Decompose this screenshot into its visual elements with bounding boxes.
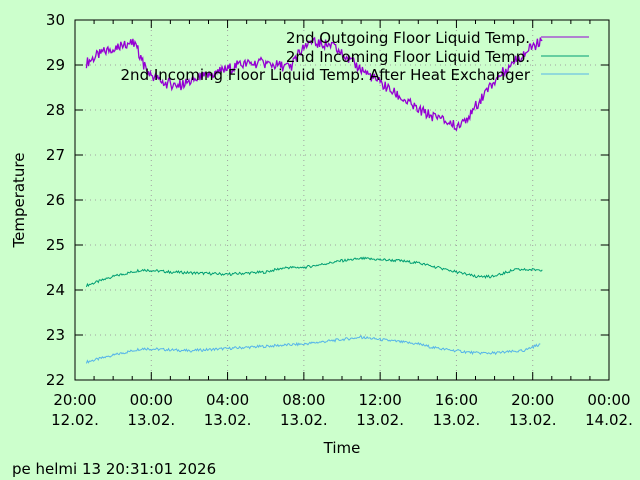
x-axis-label: Time xyxy=(323,439,361,457)
series-line-2 xyxy=(85,335,541,364)
x-tick-label-date: 13.02. xyxy=(356,411,404,429)
y-tick-label: 27 xyxy=(46,146,65,164)
x-tick-label-date: 13.02. xyxy=(204,411,252,429)
y-tick-label: 29 xyxy=(46,56,65,74)
y-tick-label: 26 xyxy=(46,191,65,209)
y-tick-label: 23 xyxy=(46,326,65,344)
legend-label: 2nd Outgoing Floor Liquid Temp. xyxy=(286,29,530,47)
x-tick-label-time: 20:00 xyxy=(511,391,554,409)
y-tick-label: 25 xyxy=(46,236,65,254)
x-tick-label-date: 12.02. xyxy=(51,411,99,429)
x-tick-label-date: 13.02. xyxy=(433,411,481,429)
series-line-1 xyxy=(85,256,543,288)
x-tick-label-date: 14.02. xyxy=(585,411,633,429)
legend-label: 2nd Incoming Floor Liquid Temp. After He… xyxy=(121,66,531,84)
y-tick-label: 22 xyxy=(46,371,65,389)
timestamp-footer: pe helmi 13 20:31:01 2026 xyxy=(12,460,217,478)
legend-label: 2nd Incoming Floor Liquid Temp. xyxy=(286,48,530,66)
x-tick-label-time: 08:00 xyxy=(282,391,325,409)
x-tick-label-time: 20:00 xyxy=(53,391,96,409)
x-tick-label-time: 12:00 xyxy=(359,391,402,409)
y-tick-label: 24 xyxy=(46,281,65,299)
x-tick-label-time: 04:00 xyxy=(206,391,249,409)
x-tick-label-date: 13.02. xyxy=(127,411,175,429)
x-tick-label-time: 00:00 xyxy=(130,391,173,409)
series-line-0 xyxy=(85,36,543,132)
x-tick-label-date: 13.02. xyxy=(509,411,557,429)
y-tick-label: 28 xyxy=(46,101,65,119)
y-tick-label: 30 xyxy=(46,11,65,29)
x-tick-label-date: 13.02. xyxy=(280,411,328,429)
y-axis-label: Temperature xyxy=(10,152,28,248)
x-tick-label-time: 16:00 xyxy=(435,391,478,409)
x-tick-label-time: 00:00 xyxy=(587,391,630,409)
plot-border xyxy=(74,19,610,381)
